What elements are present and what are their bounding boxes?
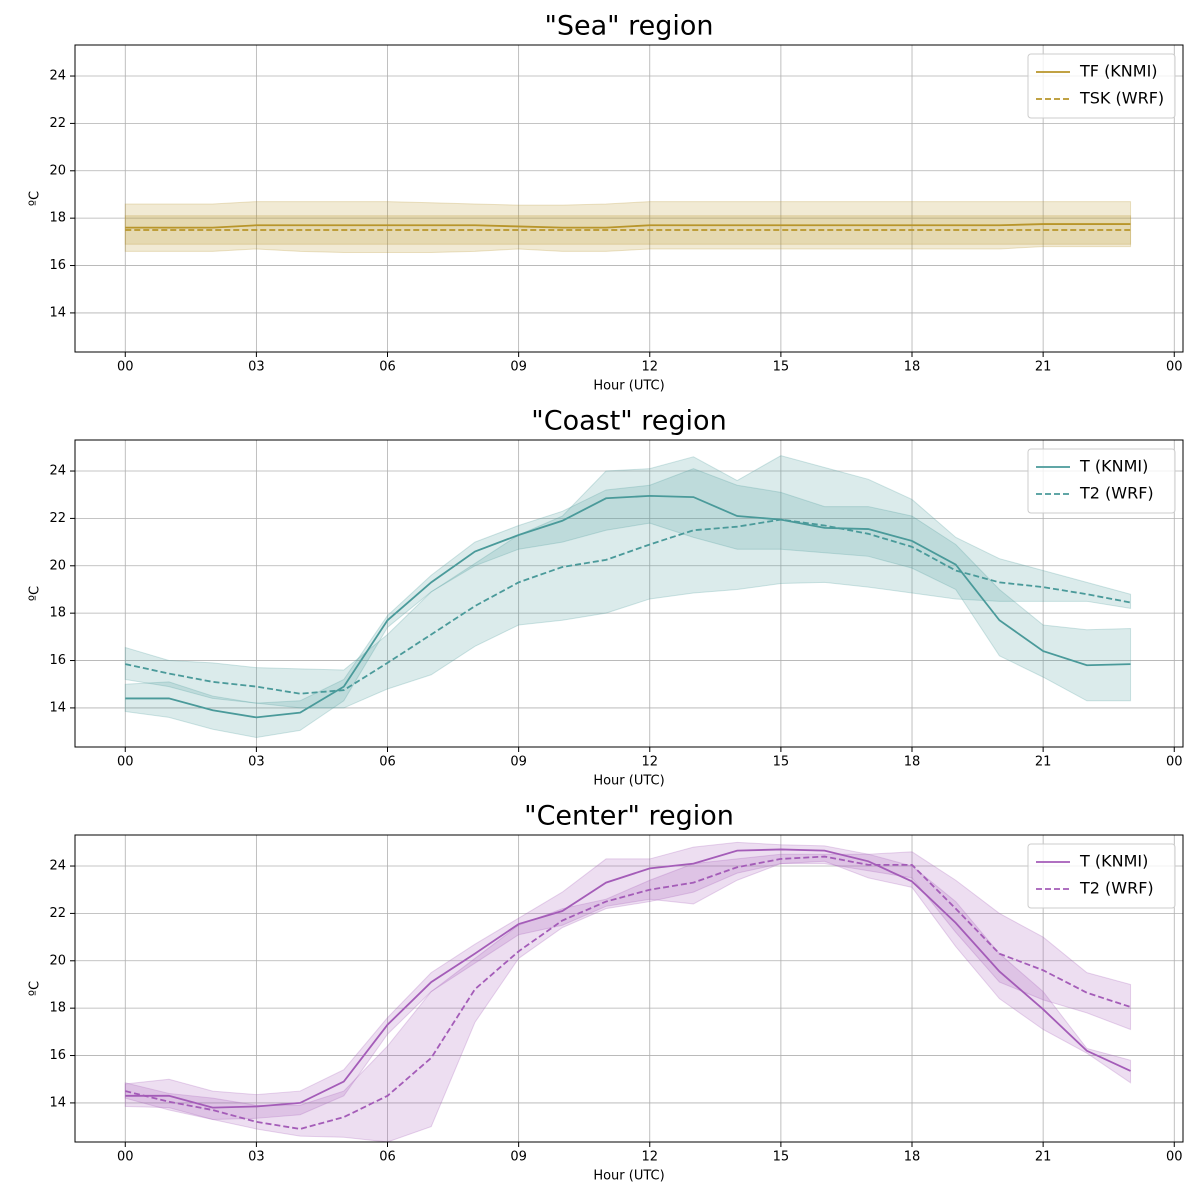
x-tick-label: 21 xyxy=(1035,360,1052,375)
x-tick-label: 06 xyxy=(379,755,396,770)
x-tick-label: 09 xyxy=(510,755,527,770)
x-tick-label: 00 xyxy=(117,1150,134,1165)
chart-title: "Center" region xyxy=(524,801,734,832)
x-tick-label: 09 xyxy=(510,360,527,375)
line xyxy=(125,848,1131,1109)
y-tick-label: 20 xyxy=(49,558,66,573)
y-tick-label: 16 xyxy=(49,1048,66,1063)
x-axis-label: Hour (UTC) xyxy=(593,774,664,789)
y-tick-label: 20 xyxy=(49,953,66,968)
x-tick-label: 00 xyxy=(1166,755,1183,770)
y-tick-label: 24 xyxy=(49,859,66,874)
chart-title: "Sea" region xyxy=(544,11,713,42)
axes-frame xyxy=(74,439,1184,748)
band xyxy=(124,851,1132,1143)
legend-box xyxy=(1027,53,1176,119)
y-tick-label: 22 xyxy=(49,511,66,526)
y-tick-label: 16 xyxy=(49,258,66,273)
x-tick-label: 03 xyxy=(248,360,265,375)
y-tick-label: 24 xyxy=(49,464,66,479)
line xyxy=(125,223,1131,229)
x-tick-label: 21 xyxy=(1035,755,1052,770)
y-tick-label: 18 xyxy=(49,211,66,226)
x-tick-label: 21 xyxy=(1035,1150,1052,1165)
x-tick-label: 06 xyxy=(379,1150,396,1165)
y-tick-label: 16 xyxy=(49,653,66,668)
x-tick-label: 18 xyxy=(904,360,921,375)
legend-label: T (KNMI) xyxy=(1079,852,1148,871)
x-tick-label: 03 xyxy=(248,755,265,770)
axes-frame xyxy=(74,834,1184,1143)
y-tick-label: 20 xyxy=(49,163,66,178)
x-tick-label: 12 xyxy=(641,1150,658,1165)
x-tick-label: 18 xyxy=(904,755,921,770)
x-tick-label: 15 xyxy=(773,360,790,375)
y-tick-label: 24 xyxy=(49,69,66,84)
y-tick-label: 22 xyxy=(49,116,66,131)
subplot: "Sea" region Hour (UTC) ºC 00 03 06 09 12 15 18 21… xyxy=(28,11,1184,394)
y-tick-label: 18 xyxy=(49,1001,66,1016)
y-tick-label: 18 xyxy=(49,606,66,621)
y-tick-label: 14 xyxy=(49,1095,66,1110)
x-tick-label: 15 xyxy=(773,1150,790,1165)
x-tick-label: 18 xyxy=(904,1150,921,1165)
y-tick-label: 14 xyxy=(49,305,66,320)
legend-label: TF (KNMI) xyxy=(1079,62,1158,81)
line xyxy=(125,855,1131,1130)
y-axis-label: ºC xyxy=(28,981,43,996)
legend-label: T (KNMI) xyxy=(1079,457,1148,476)
x-tick-label: 09 xyxy=(510,1150,527,1165)
line xyxy=(125,495,1131,719)
x-axis-label: Hour (UTC) xyxy=(593,1169,664,1184)
band xyxy=(124,468,1132,739)
y-tick-label: 22 xyxy=(49,906,66,921)
y-tick-label: 14 xyxy=(49,700,66,715)
band xyxy=(124,215,1132,245)
x-tick-label: 15 xyxy=(773,755,790,770)
subplot: "Center" region Hour (UTC) ºC 00 03 06 09 12 15 1… xyxy=(28,801,1184,1184)
band xyxy=(124,455,1132,709)
line xyxy=(125,518,1131,695)
legend-box xyxy=(1027,448,1176,514)
x-tick-label: 00 xyxy=(117,755,134,770)
x-tick-label: 12 xyxy=(641,360,658,375)
x-tick-label: 00 xyxy=(1166,360,1183,375)
y-axis-label: ºC xyxy=(28,586,43,601)
x-tick-label: 00 xyxy=(1166,1150,1183,1165)
legend-label: TSK (WRF) xyxy=(1079,89,1164,108)
x-tick-label: 06 xyxy=(379,360,396,375)
legend-label: T2 (WRF) xyxy=(1079,484,1154,503)
chart-title: "Coast" region xyxy=(531,406,726,437)
x-axis-label: Hour (UTC) xyxy=(593,379,664,394)
subplot: "Coast" region Hour (UTC) ºC 00 03 06 09 12 15 18… xyxy=(28,406,1184,789)
legend-label: T2 (WRF) xyxy=(1079,879,1154,898)
x-tick-label: 00 xyxy=(117,360,134,375)
y-axis-label: ºC xyxy=(28,191,43,206)
legend-box xyxy=(1027,843,1176,909)
x-tick-label: 03 xyxy=(248,1150,265,1165)
band xyxy=(124,841,1132,1120)
axes-frame xyxy=(74,44,1184,353)
x-tick-label: 12 xyxy=(641,755,658,770)
